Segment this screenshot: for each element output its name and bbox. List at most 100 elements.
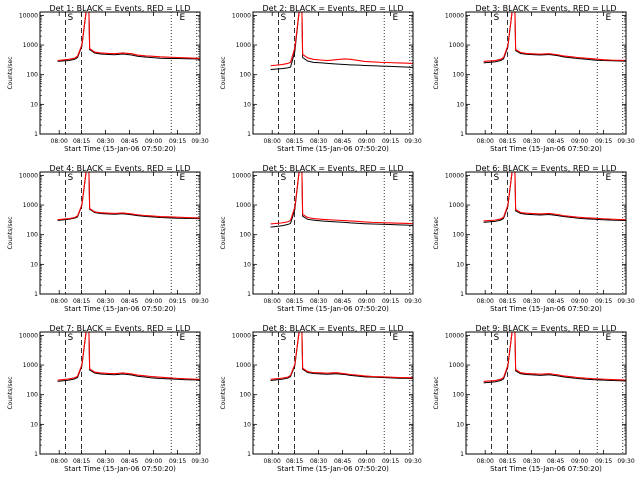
y-tick-label: 1000 — [449, 362, 464, 369]
start-marker: S — [494, 173, 500, 183]
start-marker: S — [281, 13, 287, 23]
series-red-line — [57, 171, 201, 221]
y-tick-label: 10000 — [445, 12, 464, 19]
x-tick-label: 09:15 — [169, 298, 186, 305]
x-tick-label: 09:30 — [617, 298, 634, 305]
x-tick-label: 09:00 — [145, 458, 162, 465]
y-tick-label: 100 — [27, 232, 39, 239]
x-tick-label: 08:30 — [523, 458, 540, 465]
x-tick-label: 08:45 — [547, 138, 564, 145]
y-axis-label: Counts/sec — [220, 56, 227, 89]
end-marker: E — [180, 13, 186, 23]
x-tick-label: 09:30 — [191, 458, 208, 465]
series-black-line — [270, 171, 414, 228]
x-axis-label: Start Time (15-Jan-06 07:50:20) — [64, 305, 176, 313]
y-axis-label: Counts/sec — [7, 56, 14, 89]
series-red-line — [483, 331, 627, 382]
y-tick-label: 1 — [34, 451, 38, 458]
y-tick-label: 1000 — [236, 362, 251, 369]
y-tick-label: 100 — [240, 72, 252, 79]
panel-title: Det 8: BLACK = Events, RED = LLD — [263, 324, 404, 333]
x-axis-label: Start Time (15-Jan-06 07:50:20) — [490, 465, 602, 473]
x-tick-label: 09:15 — [169, 138, 186, 145]
x-tick-label: 09:30 — [191, 138, 208, 145]
y-tick-label: 10000 — [19, 332, 38, 339]
start-marker: S — [281, 173, 287, 183]
x-tick-label: 08:30 — [97, 458, 114, 465]
x-tick-label: 09:00 — [358, 458, 375, 465]
panel-title: Det 3: BLACK = Events, RED = LLD — [476, 4, 617, 13]
y-axis-label: Counts/sec — [433, 216, 440, 249]
start-marker: S — [494, 13, 500, 23]
x-tick-label: 08:30 — [310, 138, 327, 145]
y-tick-label: 10000 — [232, 12, 251, 19]
x-tick-label: 08:30 — [97, 138, 114, 145]
x-tick-label: 09:00 — [145, 298, 162, 305]
series-red-line — [57, 11, 201, 62]
series-black-line — [270, 11, 414, 70]
y-tick-label: 10000 — [19, 172, 38, 179]
x-tick-label: 09:00 — [358, 298, 375, 305]
start-marker: S — [281, 333, 287, 343]
x-tick-label: 08:45 — [547, 298, 564, 305]
x-axis-label: Start Time (15-Jan-06 07:50:20) — [64, 145, 176, 153]
y-tick-label: 1000 — [23, 202, 38, 209]
panel-title: Det 5: BLACK = Events, RED = LLD — [263, 164, 404, 173]
end-marker: E — [393, 333, 399, 343]
y-tick-label: 10000 — [445, 332, 464, 339]
x-tick-label: 08:30 — [523, 298, 540, 305]
x-tick-label: 08:00 — [264, 458, 281, 465]
y-tick-label: 1 — [460, 131, 464, 138]
x-axis-label: Start Time (15-Jan-06 07:50:20) — [490, 305, 602, 313]
y-tick-label: 1 — [460, 451, 464, 458]
y-tick-label: 10 — [30, 421, 38, 428]
y-tick-label: 100 — [453, 72, 465, 79]
end-marker: E — [606, 333, 612, 343]
x-tick-label: 08:15 — [499, 458, 516, 465]
y-tick-label: 1 — [247, 131, 251, 138]
x-tick-label: 08:15 — [73, 138, 90, 145]
y-tick-label: 10 — [30, 101, 38, 108]
x-tick-label: 09:00 — [571, 138, 588, 145]
x-tick-label: 09:00 — [571, 458, 588, 465]
x-tick-label: 08:15 — [73, 298, 90, 305]
y-tick-label: 100 — [240, 392, 252, 399]
x-tick-label: 08:00 — [51, 458, 68, 465]
y-tick-label: 100 — [453, 232, 465, 239]
x-tick-label: 08:45 — [121, 298, 138, 305]
x-tick-label: 09:15 — [595, 298, 612, 305]
y-tick-label: 1 — [247, 291, 251, 298]
x-tick-label: 08:15 — [286, 138, 303, 145]
x-tick-label: 08:15 — [499, 298, 516, 305]
plot-frame — [465, 331, 627, 455]
panel-det-4: S E 1 10 100 1000 10000 08:00 08:15 08:30 08:45 09:… — [7, 164, 209, 313]
x-axis-label: Start Time (15-Jan-06 07:50:20) — [277, 305, 389, 313]
x-tick-label: 09:30 — [404, 458, 421, 465]
y-tick-label: 10 — [456, 421, 464, 428]
start-marker: S — [494, 333, 500, 343]
end-marker: E — [180, 333, 186, 343]
x-tick-label: 09:15 — [169, 458, 186, 465]
end-marker: E — [606, 173, 612, 183]
x-tick-label: 08:15 — [499, 138, 516, 145]
panel-title: Det 4: BLACK = Events, RED = LLD — [50, 164, 191, 173]
x-tick-label: 09:15 — [382, 298, 399, 305]
start-marker: S — [68, 333, 74, 343]
panel-title: Det 1: BLACK = Events, RED = LLD — [50, 4, 191, 13]
x-tick-label: 09:00 — [571, 298, 588, 305]
x-axis-label: Start Time (15-Jan-06 07:50:20) — [490, 145, 602, 153]
y-tick-label: 100 — [453, 392, 465, 399]
x-tick-label: 08:00 — [477, 298, 494, 305]
y-tick-label: 1000 — [236, 42, 251, 49]
x-tick-label: 09:30 — [191, 298, 208, 305]
y-tick-label: 10 — [243, 421, 251, 428]
start-marker: S — [68, 13, 74, 23]
plot-frame — [465, 11, 627, 135]
x-tick-label: 08:45 — [121, 458, 138, 465]
y-axis-label: Counts/sec — [433, 376, 440, 409]
panel-det-5: S E 1 10 100 1000 10000 08:00 08:15 08:30 08:45 09:… — [220, 164, 422, 313]
x-tick-label: 08:15 — [286, 458, 303, 465]
y-axis-label: Counts/sec — [220, 376, 227, 409]
series-red-line — [483, 11, 627, 62]
